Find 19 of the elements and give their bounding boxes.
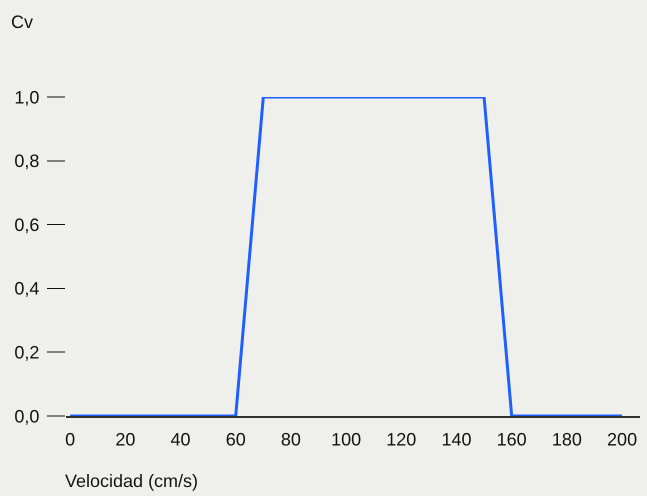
x-tick-label: 40 — [170, 429, 191, 450]
y-tick-label: 0,4 — [14, 278, 40, 299]
x-tick-label: 160 — [496, 429, 527, 450]
x-tick-label: 180 — [552, 429, 582, 450]
x-tick-label: 120 — [386, 429, 416, 450]
x-tick-label: 0 — [65, 429, 76, 450]
x-tick-label: 200 — [607, 429, 638, 450]
y-axis-title: Cv — [11, 12, 33, 32]
x-tick-label: 20 — [115, 429, 136, 450]
y-tick-label: 0,2 — [14, 342, 40, 362]
x-tick-label: 100 — [331, 429, 362, 450]
x-axis-title: Velocidad (cm/s) — [65, 471, 198, 491]
y-tick-label: 0,8 — [14, 151, 40, 172]
y-tick-label: 0,0 — [14, 406, 40, 426]
x-tick-label: 80 — [280, 429, 301, 450]
x-tick-label: 140 — [441, 429, 472, 450]
y-tick-label: 1,0 — [14, 87, 40, 108]
x-tick-label: 60 — [226, 429, 246, 450]
y-tick-label: 0,6 — [14, 214, 40, 235]
